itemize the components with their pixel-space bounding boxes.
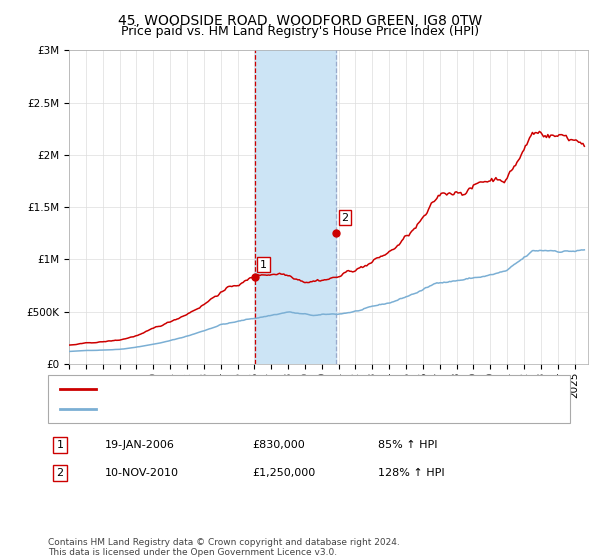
Text: Contains HM Land Registry data © Crown copyright and database right 2024.
This d: Contains HM Land Registry data © Crown c… [48, 538, 400, 557]
Text: 10-NOV-2010: 10-NOV-2010 [105, 468, 179, 478]
Text: HPI: Average price, detached house, Redbridge: HPI: Average price, detached house, Redb… [102, 404, 365, 414]
Text: 128% ↑ HPI: 128% ↑ HPI [378, 468, 445, 478]
Text: 45, WOODSIDE ROAD, WOODFORD GREEN, IG8 0TW (detached house): 45, WOODSIDE ROAD, WOODFORD GREEN, IG8 0… [102, 384, 496, 394]
Text: 19-JAN-2006: 19-JAN-2006 [105, 440, 175, 450]
Text: 45, WOODSIDE ROAD, WOODFORD GREEN, IG8 0TW: 45, WOODSIDE ROAD, WOODFORD GREEN, IG8 0… [118, 14, 482, 28]
Bar [255, 50, 337, 364]
Text: Price paid vs. HM Land Registry's House Price Index (HPI): Price paid vs. HM Land Registry's House … [121, 25, 479, 38]
Text: £1,250,000: £1,250,000 [252, 468, 315, 478]
Text: 2: 2 [341, 213, 349, 223]
Text: 85% ↑ HPI: 85% ↑ HPI [378, 440, 437, 450]
Text: 1: 1 [56, 440, 64, 450]
Text: 2: 2 [56, 468, 64, 478]
Text: £830,000: £830,000 [252, 440, 305, 450]
Text: 1: 1 [260, 260, 267, 270]
